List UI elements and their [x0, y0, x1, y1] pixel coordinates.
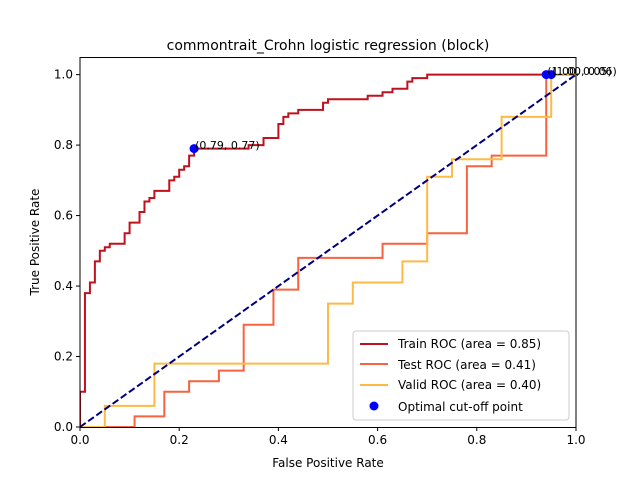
legend-swatch-cutoff	[369, 401, 379, 411]
x-tick-label-2: 0.4	[269, 433, 288, 447]
x-tick-label-0: 0.0	[70, 433, 89, 447]
x-axis-label: False Positive Rate	[272, 456, 384, 470]
y-tick-label-5: 1.0	[54, 68, 73, 82]
legend-box	[352, 330, 570, 421]
x-tick-label-3: 0.6	[368, 433, 387, 447]
valid-roc-line	[80, 73, 576, 427]
y-tick-label-2: 0.4	[54, 279, 73, 293]
x-tick-label-4: 0.8	[467, 433, 486, 447]
legend: Train ROC (area = 0.85) Test ROC (area =…	[352, 330, 570, 421]
train-roc-line	[80, 73, 576, 427]
y-axis-ticks: 0.0 0.2 0.4 0.6 0.8 1.0	[54, 68, 80, 434]
y-tick-label-1: 0.2	[54, 350, 73, 364]
x-axis-ticks: 0.0 0.2 0.4 0.6 0.8 1.0	[70, 427, 586, 447]
cutoff-point-2	[541, 70, 551, 80]
test-roc-line	[80, 73, 576, 427]
cutoff-annotations: (0.79, 0.77) (1.00, 0.06)(1.00, 0.05)	[195, 65, 617, 152]
legend-label-train: Train ROC (area = 0.85)	[397, 337, 541, 351]
x-tick-label-5: 1.0	[566, 433, 585, 447]
axes-frame	[79, 57, 577, 428]
legend-label-cutoff: Optimal cut-off point	[398, 400, 523, 414]
y-tick-label-0: 0.0	[54, 420, 73, 434]
x-tick-label-1: 0.2	[170, 433, 189, 447]
cutoff-annotation-2: (1.00, 0.05)	[547, 65, 612, 78]
cutoff-point-0	[189, 144, 199, 154]
chart-title: commontrait_Crohn logistic regression (b…	[167, 38, 490, 54]
plot-area	[80, 70, 576, 427]
y-axis-label: True Positive Rate	[28, 189, 42, 297]
y-tick-label-4: 0.8	[54, 138, 73, 152]
cutoff-annotation-0: (0.79, 0.77)	[195, 139, 260, 152]
legend-label-valid: Valid ROC (area = 0.40)	[398, 378, 541, 392]
y-tick-label-3: 0.6	[54, 209, 73, 223]
cutoff-annotation-1: (1.00, 0.06)	[552, 65, 617, 78]
chance-diagonal-line	[80, 73, 576, 427]
legend-label-test: Test ROC (area = 0.41)	[397, 358, 536, 372]
